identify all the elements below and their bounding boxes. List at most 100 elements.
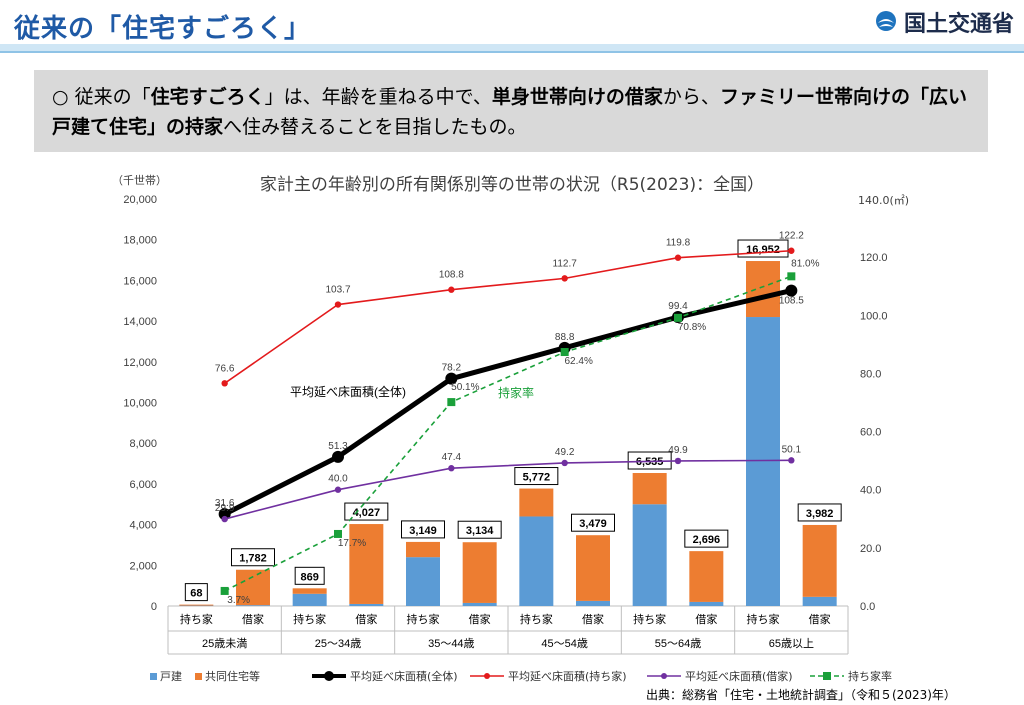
series-data-label: 76.6 xyxy=(215,363,235,374)
legend-label: 持ち家率 xyxy=(848,668,892,684)
series-data-label: 78.2 xyxy=(442,363,462,374)
series-data-label: 51.3 xyxy=(328,441,348,452)
legend-item: 平均延べ床面積(全体) xyxy=(312,668,458,684)
legend-label: 平均延べ床面積(全体) xyxy=(350,668,458,684)
bar-shared xyxy=(463,542,497,603)
bar-total-label: 16,952 xyxy=(746,244,780,256)
x-tick-rented: 借家 xyxy=(809,612,831,626)
y2-tick-label: 40.0 xyxy=(860,485,881,497)
y-tick-label: 10,000 xyxy=(123,398,157,410)
series-point xyxy=(221,380,227,386)
bar-total-label: 3,149 xyxy=(409,525,437,537)
source-note: 出典：総務省「住宅・土地統計調査」（令和５(2023)年） xyxy=(646,686,956,703)
series-data-label: 70.8% xyxy=(678,322,706,333)
bar-total-label: 5,772 xyxy=(523,472,551,484)
series-data-label: 17.7% xyxy=(338,538,366,549)
legend-swatch xyxy=(312,670,346,682)
bar-shared xyxy=(179,605,213,606)
annotation-ownership-rate: 持家率 xyxy=(498,385,534,400)
y-tick-label: 18,000 xyxy=(123,235,157,247)
legend-swatch xyxy=(647,670,681,682)
y-tick-label: 0 xyxy=(151,601,157,613)
age-group-label: 25～34歳 xyxy=(315,637,361,650)
legend-item: 持ち家率 xyxy=(810,668,892,684)
bar-total-label: 869 xyxy=(300,571,318,583)
y2-tick-label: 60.0 xyxy=(860,427,881,439)
series-data-label: 50.1% xyxy=(451,382,479,393)
bar-shared xyxy=(349,524,383,604)
bar-shared xyxy=(293,588,327,593)
bar-shared xyxy=(633,473,667,504)
series-point xyxy=(675,255,681,261)
x-tick-owned: 持ち家 xyxy=(520,612,553,626)
y-tick-label: 16,000 xyxy=(123,275,157,287)
bar-detached xyxy=(689,602,723,606)
bar-shared xyxy=(576,535,610,601)
legend-item: 平均延べ床面積(持ち家) xyxy=(470,668,627,684)
age-group-label: 55～64歳 xyxy=(655,637,701,650)
y2-tick-label: 80.0 xyxy=(860,368,881,380)
y-tick-label: 14,000 xyxy=(123,316,157,328)
legend-item: 共同住宅等 xyxy=(195,668,260,684)
x-tick-rented: 借家 xyxy=(695,612,717,626)
x-tick-owned: 持ち家 xyxy=(293,612,326,626)
bar-total-label: 68 xyxy=(190,588,202,600)
legend-item: 平均延べ床面積(借家) xyxy=(647,668,793,684)
bar-total-label: 3,134 xyxy=(466,525,494,537)
series-data-label: 112.7 xyxy=(553,258,578,269)
y2-tick-label: 20.0 xyxy=(860,543,881,555)
annotation-overall-area: 平均延べ床面積(全体) xyxy=(290,384,406,399)
legend-item: 戸建 xyxy=(150,668,182,684)
legend-label: 戸建 xyxy=(160,668,182,684)
bar-total-label: 2,696 xyxy=(693,534,721,546)
series-data-label: 108.5 xyxy=(779,296,804,307)
series-data-label: 3.7% xyxy=(227,595,250,606)
series-data-label: 103.7 xyxy=(325,285,350,296)
series-point xyxy=(675,458,681,464)
y-tick-label: 20,000 xyxy=(123,194,157,206)
bar-shared xyxy=(406,542,440,557)
y2-tick-label: 120.0 xyxy=(860,252,888,264)
bar-shared xyxy=(803,525,837,597)
series-data-label: 119.8 xyxy=(666,238,691,249)
x-tick-rented: 借家 xyxy=(469,612,491,626)
bar-detached xyxy=(293,594,327,606)
bar-detached xyxy=(406,557,440,606)
age-group-label: 25歳未満 xyxy=(202,637,247,650)
series-data-label: 81.0% xyxy=(791,258,819,269)
bar-detached xyxy=(633,504,667,606)
bar-detached xyxy=(746,317,780,606)
legend-label: 共同住宅等 xyxy=(205,668,260,684)
y-tick-label: 4,000 xyxy=(129,520,157,532)
y-tick-label: 12,000 xyxy=(123,357,157,369)
x-tick-rented: 借家 xyxy=(582,612,604,626)
x-tick-rented: 借家 xyxy=(355,612,377,626)
series-data-label: 88.8 xyxy=(555,332,575,343)
series-data-label: 49.9 xyxy=(668,445,688,456)
bar-detached xyxy=(463,603,497,606)
series-data-label: 29.9 xyxy=(215,503,235,514)
y2-tick-label: 100.0 xyxy=(860,310,888,322)
series-point xyxy=(448,287,454,293)
x-tick-rented: 借家 xyxy=(242,612,264,626)
series-point xyxy=(788,457,794,463)
series-point xyxy=(221,587,229,595)
bar-total-label: 1,782 xyxy=(239,553,267,565)
series-data-label: 50.1 xyxy=(782,444,802,455)
series-data-label: 122.2 xyxy=(779,231,804,242)
series-point xyxy=(674,314,682,322)
legend-swatch xyxy=(195,673,202,680)
age-group-label: 65歳以上 xyxy=(769,637,814,650)
series-data-label: 47.4 xyxy=(442,452,462,463)
bar-detached xyxy=(349,604,383,606)
y-tick-label: 2,000 xyxy=(129,560,157,572)
series-data-label: 108.8 xyxy=(439,270,464,281)
legend-swatch xyxy=(150,673,157,680)
series-point xyxy=(561,460,567,466)
bar-shared xyxy=(519,489,553,517)
series-point xyxy=(332,451,344,463)
y-tick-label: 6,000 xyxy=(129,479,157,491)
series-data-label: 40.0 xyxy=(328,474,348,485)
legend-swatch xyxy=(810,670,844,682)
legend-label: 平均延べ床面積(持ち家) xyxy=(508,668,627,684)
